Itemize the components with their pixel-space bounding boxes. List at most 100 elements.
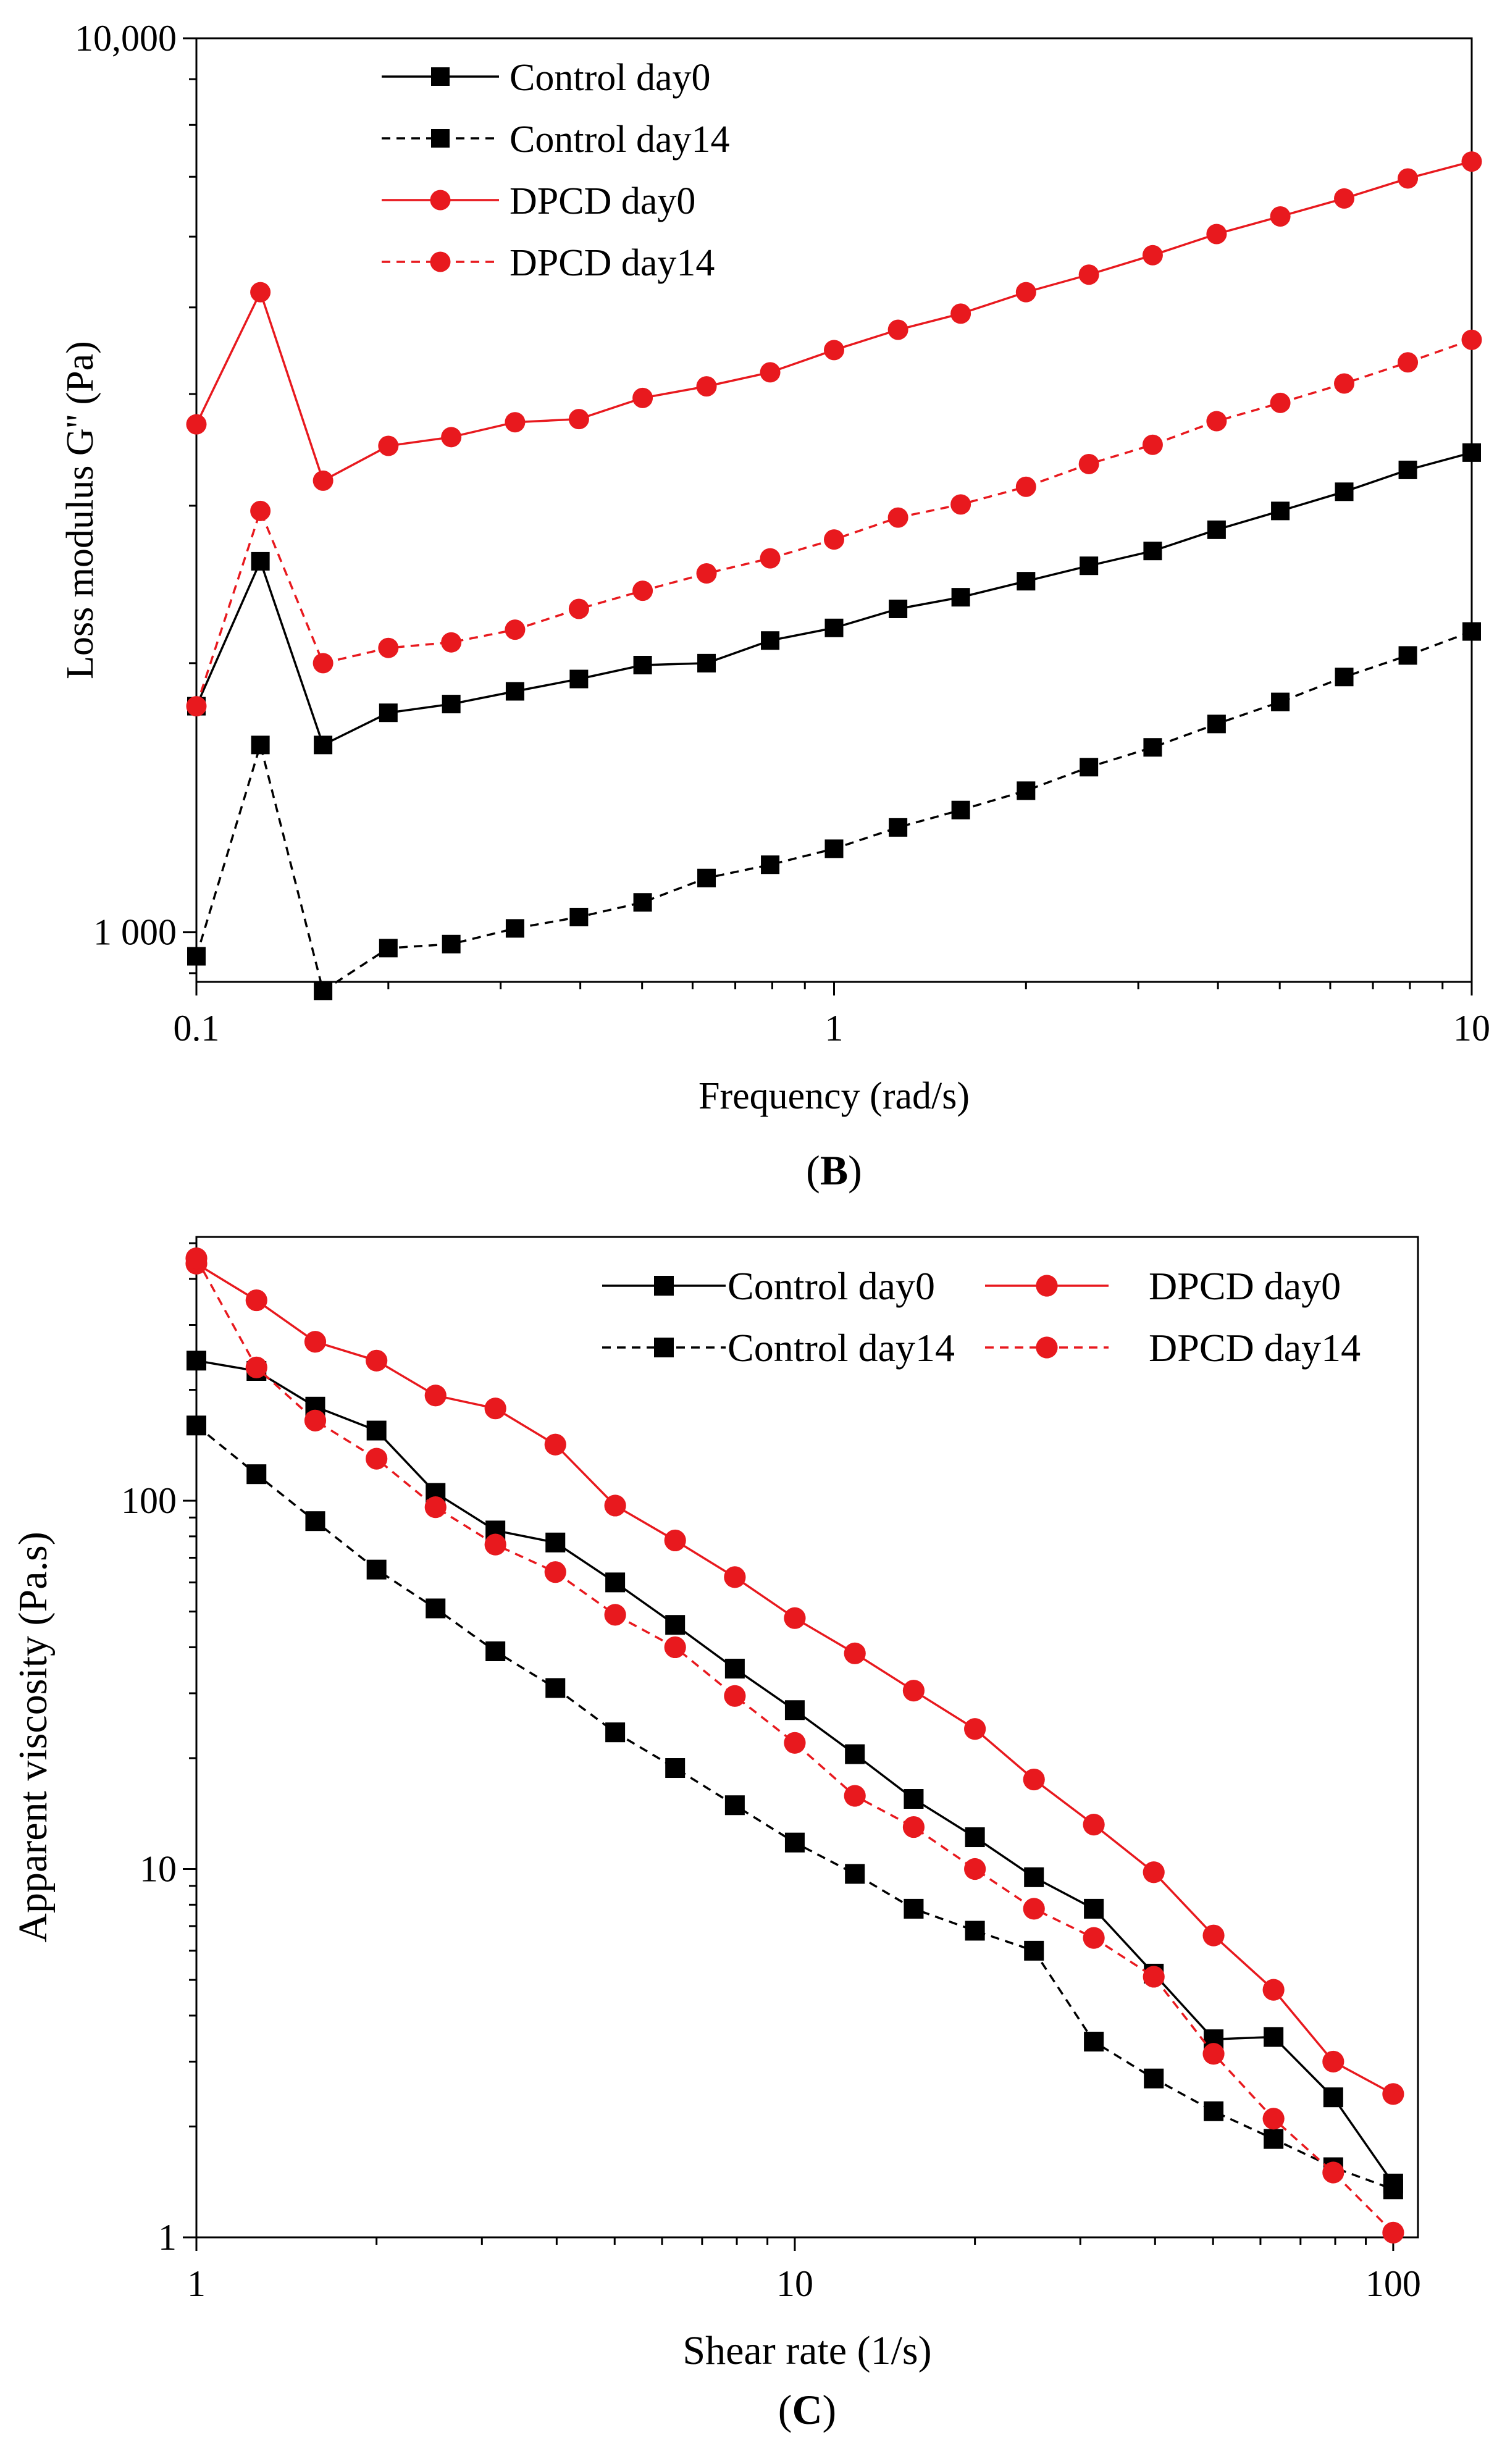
data-point-control-day0 bbox=[697, 653, 716, 673]
data-point-control-day14 bbox=[1264, 2129, 1284, 2149]
series-line-dpcd-day14 bbox=[195, 1257, 1395, 2234]
series-control-day14 bbox=[187, 1415, 1403, 2200]
legend-label-dpcd-day0: DPCD day0 bbox=[510, 180, 695, 222]
data-point-dpcd-day14 bbox=[632, 580, 653, 601]
data-point-control-day0 bbox=[379, 703, 398, 723]
data-point-control-day0 bbox=[1143, 542, 1162, 561]
data-point-control-day14 bbox=[442, 934, 461, 953]
data-point-dpcd-day0 bbox=[544, 1433, 566, 1456]
data-point-control-day14 bbox=[1398, 646, 1417, 665]
data-point-control-day0 bbox=[761, 631, 780, 650]
series-line-dpcd-day0 bbox=[196, 1262, 1394, 2095]
data-point-control-day0 bbox=[1462, 443, 1481, 462]
data-point-dpcd-day14 bbox=[505, 619, 526, 640]
legend: Control day0 Control day14 DPCD day0 DPCD d… bbox=[602, 1264, 1361, 1370]
legend-marker-dpcd-day14 bbox=[430, 251, 451, 272]
data-point-control-day0 bbox=[1264, 2027, 1284, 2047]
data-point-control-day0 bbox=[442, 695, 461, 714]
data-point-control-day0 bbox=[1323, 2087, 1343, 2108]
data-point-dpcd-day0 bbox=[887, 319, 908, 340]
data-point-control-day14 bbox=[761, 855, 780, 874]
data-point-control-day0 bbox=[724, 1659, 745, 1679]
data-point-control-day14 bbox=[251, 735, 270, 755]
data-point-control-day14 bbox=[633, 893, 652, 912]
data-point-dpcd-day14 bbox=[824, 529, 844, 550]
legend-marker-control-day14 bbox=[654, 1338, 674, 1357]
data-point-control-day14 bbox=[904, 1898, 924, 1919]
data-point-dpcd-day0 bbox=[664, 1529, 686, 1552]
data-point-control-day14 bbox=[1143, 738, 1162, 757]
data-point-control-day14 bbox=[569, 907, 589, 926]
series-line-control-day14 bbox=[195, 1424, 1394, 2190]
data-point-dpcd-day14 bbox=[186, 696, 207, 717]
data-point-dpcd-day0 bbox=[378, 435, 399, 456]
data-point-control-day0 bbox=[569, 669, 589, 689]
data-point-control-day0 bbox=[505, 682, 524, 701]
data-point-dpcd-day14 bbox=[1206, 411, 1227, 432]
data-point-control-day14 bbox=[1271, 692, 1290, 711]
data-point-dpcd-day14 bbox=[664, 1636, 686, 1659]
data-point-dpcd-day0 bbox=[245, 1289, 267, 1312]
data-point-dpcd-day0 bbox=[604, 1494, 626, 1517]
data-point-dpcd-day0 bbox=[724, 1566, 746, 1588]
data-point-dpcd-day14 bbox=[887, 507, 908, 528]
legend-label-dpcd-day14: DPCD day14 bbox=[1149, 1326, 1361, 1370]
data-point-control-day14 bbox=[1017, 781, 1036, 800]
data-point-control-day0 bbox=[545, 1532, 566, 1553]
data-point-control-day0 bbox=[1207, 520, 1226, 539]
x-axis-label: Frequency (rad/s) bbox=[698, 1075, 970, 1117]
data-point-dpcd-day14 bbox=[568, 598, 589, 619]
data-point-dpcd-day14 bbox=[544, 1561, 566, 1583]
series-line-control-day14 bbox=[195, 630, 1472, 993]
data-point-control-day14 bbox=[605, 1722, 626, 1743]
data-point-control-day14 bbox=[314, 981, 333, 1000]
data-point-dpcd-day0 bbox=[1262, 1979, 1285, 2001]
data-point-dpcd-day0 bbox=[1142, 245, 1163, 266]
data-point-control-day14 bbox=[505, 919, 524, 938]
data-point-dpcd-day0 bbox=[760, 362, 781, 383]
legend-marker-control-day0 bbox=[654, 1276, 674, 1296]
data-point-control-day14 bbox=[1462, 622, 1481, 641]
data-point-control-day0 bbox=[1080, 556, 1099, 576]
x-tick-label: 10 bbox=[1453, 1008, 1489, 1049]
data-point-dpcd-day0 bbox=[902, 1680, 925, 1702]
data-point-control-day14 bbox=[426, 1598, 446, 1619]
data-point-dpcd-day0 bbox=[1334, 188, 1355, 209]
data-point-dpcd-day14 bbox=[304, 1409, 327, 1431]
plot-frame bbox=[195, 1236, 1419, 2239]
data-point-dpcd-day14 bbox=[1398, 352, 1419, 373]
data-point-dpcd-day0 bbox=[1382, 2083, 1404, 2105]
legend-marker-dpcd-day0 bbox=[430, 190, 451, 211]
legend-label-control-day14: Control day14 bbox=[510, 119, 729, 161]
data-point-control-day14 bbox=[1204, 2101, 1224, 2121]
data-point-control-day14 bbox=[545, 1678, 566, 1698]
data-point-control-day0 bbox=[904, 1789, 924, 1809]
series-dpcd-day14 bbox=[186, 329, 1482, 717]
data-point-dpcd-day0 bbox=[632, 387, 653, 408]
data-point-control-day14 bbox=[187, 947, 206, 966]
y-tick-label: 1 000 bbox=[93, 912, 177, 953]
data-point-control-day0 bbox=[1024, 1867, 1044, 1887]
data-point-control-day14 bbox=[724, 1795, 745, 1816]
legend-label-dpcd-day0: DPCD day0 bbox=[1149, 1264, 1341, 1308]
data-point-dpcd-day14 bbox=[950, 494, 971, 515]
panel-label: (C) bbox=[778, 2386, 836, 2433]
data-point-control-day14 bbox=[784, 1832, 805, 1853]
data-point-control-day14 bbox=[1383, 2179, 1403, 2200]
data-point-control-day14 bbox=[1144, 2068, 1164, 2089]
series-dpcd-day14 bbox=[185, 1247, 1404, 2244]
series-control-day0 bbox=[187, 1351, 1403, 2194]
data-point-dpcd-day0 bbox=[1143, 1861, 1165, 1884]
data-point-dpcd-day0 bbox=[964, 1718, 986, 1740]
data-point-dpcd-day14 bbox=[1142, 434, 1163, 455]
data-point-dpcd-day14 bbox=[250, 500, 271, 521]
data-point-dpcd-day0 bbox=[1461, 151, 1482, 172]
data-point-control-day0 bbox=[845, 1744, 865, 1764]
data-point-dpcd-day0 bbox=[186, 414, 207, 435]
series-dpcd-day0 bbox=[186, 151, 1482, 491]
x-axis-label: Shear rate (1/s) bbox=[682, 2328, 931, 2373]
x-tick-label: 0.1 bbox=[174, 1008, 220, 1049]
data-point-control-day14 bbox=[845, 1864, 865, 1884]
data-point-dpcd-day14 bbox=[1023, 1898, 1045, 1920]
data-point-control-day0 bbox=[951, 588, 970, 607]
